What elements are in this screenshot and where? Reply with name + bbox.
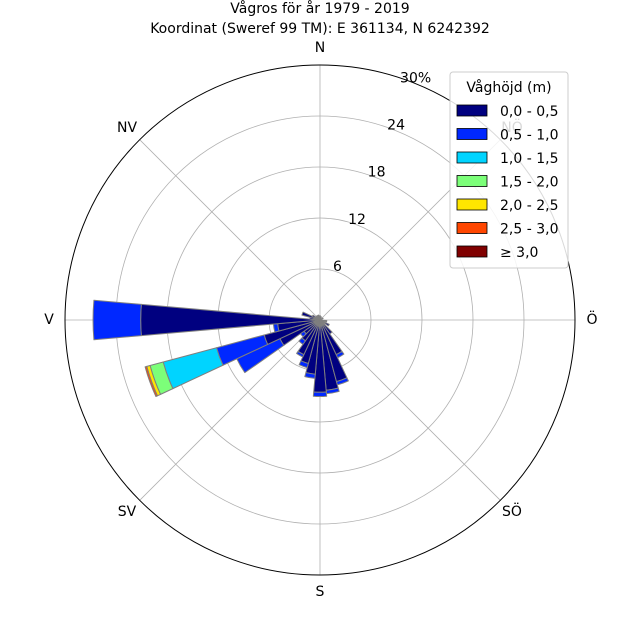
bar-dir200-bin2 xyxy=(298,360,309,369)
bar-dir0-bin1 xyxy=(319,315,321,321)
chart-subtitle: Koordinat (Sweref 99 TM): E 361134, N 62… xyxy=(150,21,490,37)
legend-swatch-5 xyxy=(456,198,488,211)
radial-tick-label-1: 6 xyxy=(333,259,342,275)
bar-dir120-bin1 xyxy=(319,319,330,327)
legend-swatch-2 xyxy=(456,128,488,140)
direction-label-7: Ö xyxy=(586,310,597,328)
legend-label-7: ≥ 3,0 xyxy=(500,245,538,261)
legend-swatch-6 xyxy=(456,222,488,234)
legend-title: Våghöjd (m) xyxy=(466,79,551,96)
bar-dir260-bin2 xyxy=(272,323,280,333)
polar-frame xyxy=(64,64,576,576)
bar-dir210-bin2 xyxy=(296,350,305,358)
direction-label-1: N xyxy=(315,40,325,56)
legend-label-3: 1,0 - 1,5 xyxy=(500,151,558,167)
legend-swatch-3 xyxy=(456,151,488,164)
bar-dir180-bin2 xyxy=(312,391,328,398)
legend-label-6: 2,5 - 3,0 xyxy=(500,222,558,238)
radial-tick-label-4: 24 xyxy=(387,118,405,134)
legend-swatch-1 xyxy=(456,104,488,117)
legend-swatch-4 xyxy=(456,175,488,187)
legend-label-2: 0,5 - 1,0 xyxy=(500,128,558,144)
grid-spoke-8 xyxy=(139,139,321,321)
radial-tick-label-5: 30% xyxy=(400,70,431,86)
legend-swatch-7 xyxy=(456,245,488,258)
legend-label-5: 2,0 - 2,5 xyxy=(500,198,558,214)
radial-tick-labels: 6 12 18 24 30% xyxy=(333,70,431,275)
legend-label-4: 1,5 - 2,0 xyxy=(500,175,558,191)
direction-label-2: NV xyxy=(117,120,137,136)
bar-dir190-bin2 xyxy=(304,372,316,379)
direction-label-3: V xyxy=(44,312,54,328)
bar-dir270-bin2 xyxy=(92,299,142,341)
bar-dir160-bin2 xyxy=(336,377,349,386)
legend: Våghöjd (m) 0,0 - 0,5 0,5 - 1,0 1,0 - 1,5 1… xyxy=(449,71,569,269)
direction-label-5: S xyxy=(316,584,325,600)
radial-tick-label-3: 18 xyxy=(368,165,386,181)
wave-rose-bars xyxy=(92,299,349,398)
grid-spoke-6 xyxy=(139,319,321,501)
bar-dir60-bin1 xyxy=(319,317,324,321)
grid-spoke-4 xyxy=(319,319,501,501)
chart-title: Vågros för år 1979 - 2019 xyxy=(230,0,409,17)
polar-outline xyxy=(64,64,576,576)
bar-dir220-bin2 xyxy=(298,337,306,345)
direction-label-4: SV xyxy=(118,504,137,520)
legend-frame xyxy=(449,71,569,269)
direction-label-6: SÖ xyxy=(502,502,522,520)
legend-label-1: 0,0 - 0,5 xyxy=(500,104,558,120)
bar-dir250-bin6 xyxy=(144,365,158,398)
radial-tick-label-2: 12 xyxy=(348,212,366,228)
